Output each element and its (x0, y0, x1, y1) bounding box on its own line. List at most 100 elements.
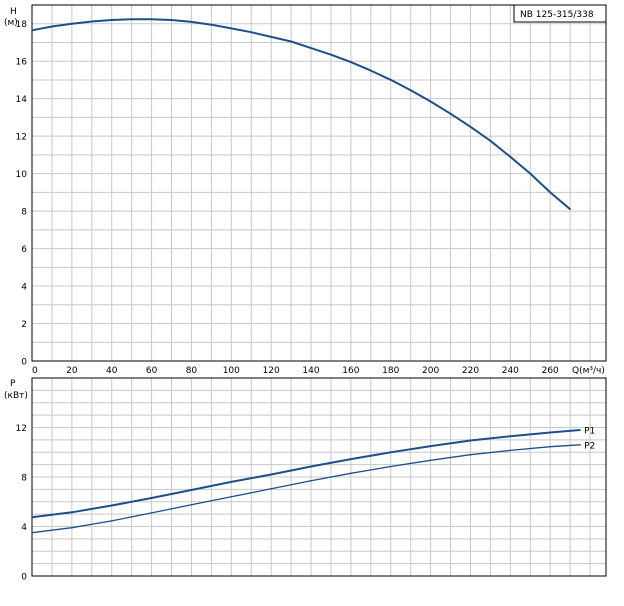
x-tick-label: 0 (32, 366, 38, 376)
y-ticks-top: 0 2 4 6 8 10 12 14 16 18 (16, 20, 28, 367)
data-point (150, 512, 153, 514)
data-point (190, 504, 193, 506)
y-axis-unit-top: (м) (4, 18, 18, 28)
y-tick-label: 12 (16, 424, 27, 434)
frame-bottom (31, 377, 607, 577)
data-point (210, 23, 213, 26)
data-point (549, 191, 551, 194)
data-point (330, 53, 332, 56)
frame-top (31, 4, 607, 362)
y-tick-label: 0 (21, 358, 27, 368)
data-point (529, 172, 532, 175)
data-point (290, 40, 292, 43)
series-label-p2: P2 (584, 441, 595, 451)
data-point (350, 61, 352, 63)
x-tick-label: 240 (502, 366, 519, 376)
x-ticks-top: 0 20 40 60 80 100 120 140 160 180 200 220 240 260 (32, 366, 559, 376)
data-point (449, 112, 452, 115)
y-tick-label: 16 (16, 58, 28, 68)
y-tick-label: 14 (16, 95, 28, 105)
y-tick-label: 0 (21, 573, 27, 583)
data-point (270, 36, 273, 38)
data-point (110, 19, 113, 21)
data-point (270, 488, 273, 490)
data-point (390, 465, 392, 468)
x-tick-label: 140 (302, 366, 319, 376)
data-point (469, 439, 472, 442)
data-point (310, 465, 312, 468)
x-tick-label: 40 (106, 366, 118, 376)
data-point (569, 208, 571, 210)
data-point (130, 18, 133, 21)
y-tick-label: 18 (16, 20, 28, 30)
y-tick-label: 8 (21, 474, 27, 484)
data-point (370, 69, 372, 72)
x-tick-label: 160 (342, 366, 359, 376)
data-point (310, 479, 312, 482)
data-point (230, 496, 233, 498)
y-tick-label: 6 (21, 245, 27, 255)
data-point (549, 445, 551, 448)
y-axis-label-bottom: P (10, 379, 16, 389)
x-tick-label: 180 (382, 366, 399, 376)
data-point (409, 89, 412, 92)
data-point (310, 47, 312, 49)
data-point (469, 126, 472, 128)
grid-top (32, 5, 606, 361)
data-point (390, 451, 392, 454)
y-axis-unit-bottom: (кВт) (4, 391, 28, 401)
data-point (31, 29, 33, 32)
data-point (150, 497, 153, 499)
data-point (230, 481, 233, 483)
series-top (31, 18, 571, 210)
head-curve-panel: 0 2 4 6 8 10 12 14 16 18 0 20 40 60 80 100 120 140 160 180… (4, 4, 607, 376)
data-point (509, 156, 512, 158)
data-point (579, 429, 581, 431)
series-line-h (31, 18, 571, 210)
y-axis-label-top: H (10, 7, 17, 17)
series-bottom: P1 P2 (31, 426, 595, 534)
data-point (509, 435, 512, 438)
data-point (250, 31, 252, 33)
data-point (110, 504, 113, 507)
data-point (489, 140, 492, 142)
data-point (509, 449, 512, 452)
data-point (110, 520, 113, 522)
y-tick-label: 10 (16, 170, 28, 180)
x-tick-label: 100 (223, 366, 240, 376)
data-point (469, 453, 472, 456)
y-tick-label: 4 (21, 523, 27, 533)
data-point (429, 100, 432, 103)
data-point (549, 431, 551, 434)
data-point (71, 22, 73, 25)
data-point (170, 19, 173, 21)
data-point (390, 79, 392, 81)
data-point (579, 444, 581, 446)
data-point (31, 516, 33, 518)
x-tick-label: 120 (263, 366, 280, 376)
y-tick-label: 2 (21, 320, 27, 330)
x-tick-label: 80 (186, 366, 198, 376)
data-point (31, 531, 33, 534)
data-point (230, 27, 233, 30)
x-tick-label: 200 (422, 366, 439, 376)
power-curve-panel: 0 4 8 12 P (кВт) P1 P2 (4, 377, 607, 583)
y-tick-label: 4 (21, 283, 27, 293)
x-axis-label: Q(м³/ч) (572, 366, 605, 376)
model-label-box (513, 4, 607, 23)
data-point (350, 458, 352, 460)
data-point (190, 21, 193, 23)
x-tick-label: 20 (66, 366, 78, 376)
y-tick-label: 8 (21, 208, 27, 218)
data-point (270, 473, 273, 476)
y-ticks-bottom: 0 4 8 12 (16, 424, 28, 583)
data-point (429, 445, 432, 447)
y-tick-label: 12 (16, 133, 27, 143)
x-tick-label: 260 (542, 366, 559, 376)
model-label: NB 125-315/338 (520, 10, 594, 20)
data-point (350, 472, 352, 475)
series-label-p1: P1 (584, 426, 595, 436)
data-point (91, 20, 93, 23)
data-point (150, 18, 153, 21)
